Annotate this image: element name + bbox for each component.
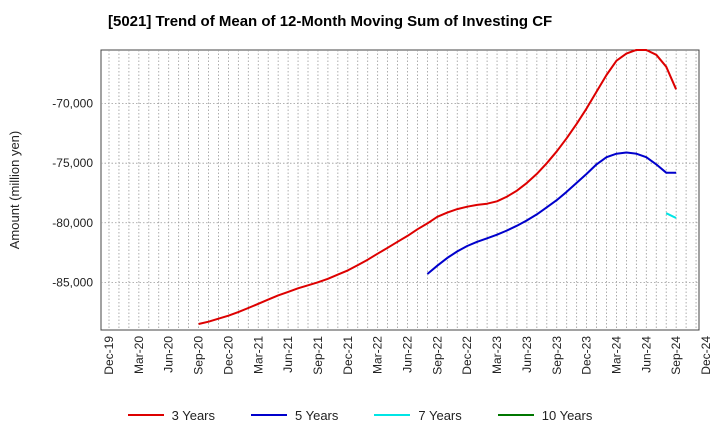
x-tick-label: Dec-20 [221,336,235,375]
x-tick-label: Sep-23 [550,336,564,375]
legend-label: 5 Years [295,407,339,423]
x-tick-label: Jun-22 [401,336,415,373]
grid [101,50,699,330]
x-tick-label: Dec-22 [460,336,474,375]
series-line-7-years [665,212,677,219]
legend-label: 10 Years [541,407,593,423]
x-tick-label: Mar-23 [490,336,504,374]
y-tick-label: -80,000 [52,216,93,230]
x-tick-label: Mar-24 [609,336,623,374]
x-tick-label: Mar-21 [251,336,265,374]
x-tick-label: Jun-24 [639,336,653,373]
legend-item: 10 Years [497,404,593,426]
x-tick-label: Sep-24 [669,336,683,375]
x-tick-label: Dec-23 [580,336,594,375]
x-tick-label: Mar-22 [371,336,385,374]
legend-item: 3 Years [127,404,215,426]
series-lines [198,49,678,325]
y-axis-label: Amount (million yen) [7,131,22,250]
x-tick-label: Sep-22 [430,336,444,375]
plot-area [100,49,700,331]
legend-swatch [127,414,164,416]
legend-item: 5 Years [251,404,338,426]
x-tick-labels: Dec-19 Mar-20 Jun-20 Sep-20 Dec-20 Mar-21 Jun-… [102,336,713,375]
legend-swatch [497,414,534,416]
legend: 3 Years 5 Years 7 Years 10 Years [0,404,720,426]
x-tick-label: Sep-21 [311,336,325,375]
legend-label: 7 Years [418,407,462,423]
legend-swatch [374,414,411,416]
series-line-3-years [198,49,678,325]
y-tick-label: -85,000 [52,275,93,289]
x-tick-label: Dec-21 [341,336,355,375]
chart-title: [5021] Trend of Mean of 12-Month Moving … [108,13,552,30]
x-tick-label: Dec-19 [102,336,116,375]
x-tick-label: Jun-23 [520,336,534,373]
x-tick-label: Jun-20 [162,336,176,373]
series-line-5-years [426,151,677,275]
x-tick-label: Dec-24 [699,336,713,375]
y-tick-label: -70,000 [52,97,93,111]
y-tick-labels: -70,000 -75,000 -80,000 -85,000 [52,97,93,290]
x-tick-label: Mar-20 [132,336,146,374]
x-tick-label: Sep-20 [192,336,206,375]
y-tick-label: -75,000 [52,156,93,170]
legend-item: 7 Years [374,404,462,426]
legend-label: 3 Years [171,407,215,423]
legend-swatch [251,414,287,416]
x-tick-label: Jun-21 [281,336,295,373]
